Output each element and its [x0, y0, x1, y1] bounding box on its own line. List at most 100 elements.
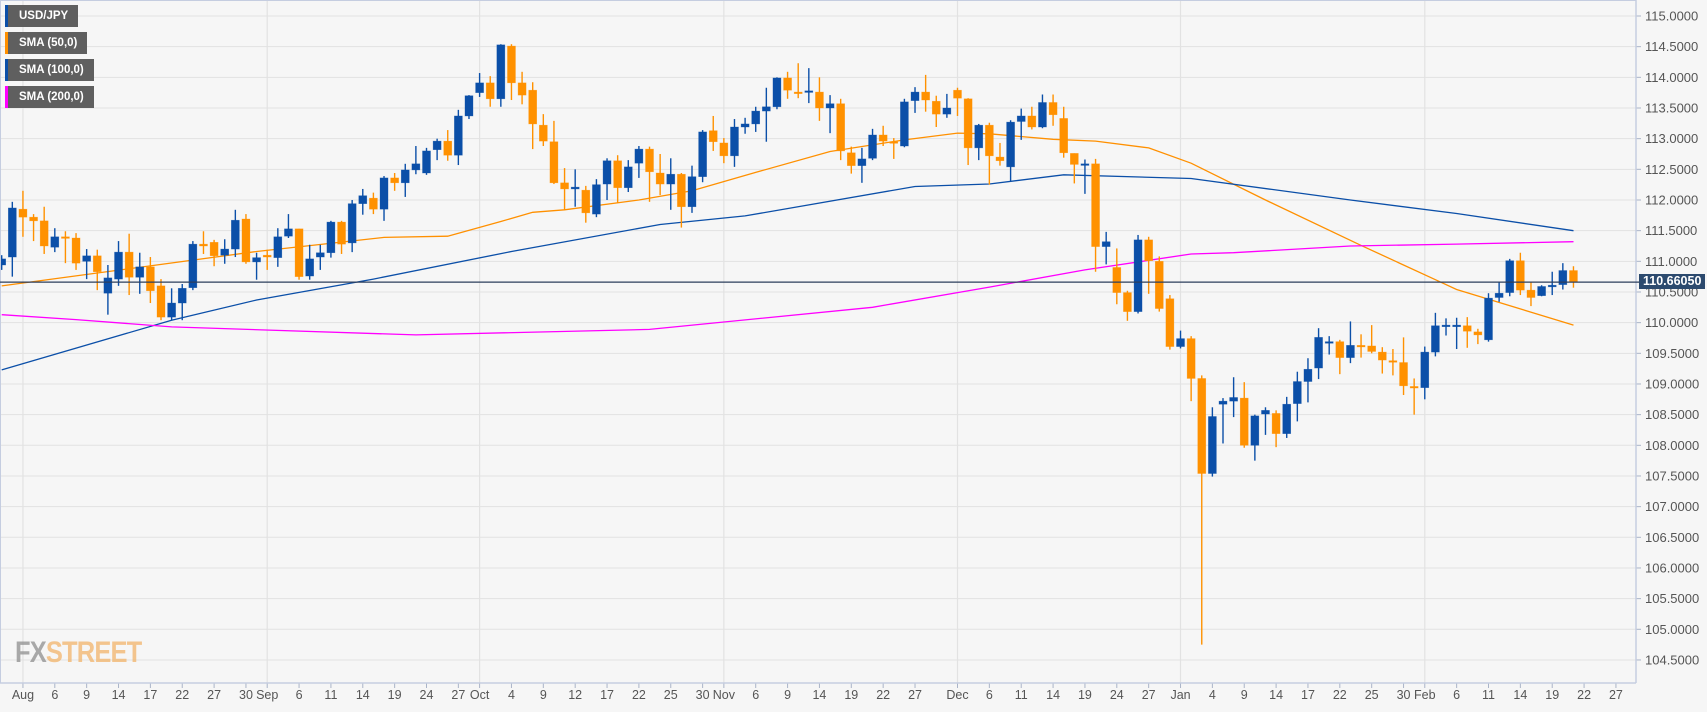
candle: [464, 95, 474, 120]
x-tick-label: 22: [876, 688, 890, 702]
candle-body: [1462, 325, 1472, 332]
candle: [231, 209, 240, 258]
candle-body: [220, 248, 230, 256]
candle-body: [953, 89, 962, 99]
candle-body: [921, 91, 930, 101]
candle: [475, 73, 484, 97]
x-tick-label: 11: [1482, 688, 1495, 702]
candle: [1367, 325, 1376, 354]
candle: [1250, 414, 1260, 461]
candle-body: [698, 131, 707, 177]
x-tick-label: 14: [112, 688, 126, 702]
x-tick-label: 4: [508, 688, 515, 702]
candle: [1123, 290, 1132, 321]
candle-body: [793, 91, 803, 94]
x-tick-label: 30: [1397, 688, 1411, 702]
candle-body: [29, 216, 38, 222]
y-tick-label: 107.0000: [1645, 499, 1699, 514]
candle-body: [305, 258, 314, 277]
candle: [135, 252, 145, 294]
candle-body: [1027, 115, 1037, 128]
x-tick-label: 25: [664, 688, 678, 702]
candle-body: [1144, 239, 1153, 262]
candle-body: [1335, 341, 1345, 358]
candle: [1494, 282, 1504, 302]
candle-body: [857, 158, 867, 166]
candle: [1186, 336, 1196, 402]
candle-body: [868, 134, 877, 159]
candle: [1484, 293, 1493, 342]
candle-body: [39, 220, 49, 247]
candle: [39, 206, 49, 254]
candle: [390, 173, 399, 191]
candle-body: [464, 95, 474, 117]
candle: [846, 146, 856, 174]
legend-item-sma100[interactable]: SMA (100,0): [5, 59, 94, 81]
candle: [379, 176, 389, 221]
x-tick-label: 6: [1453, 688, 1460, 702]
candle: [284, 214, 293, 239]
candle-body: [454, 115, 463, 156]
candle-body: [613, 160, 622, 189]
candle: [645, 146, 654, 202]
candle-body: [379, 177, 389, 210]
candle: [1346, 321, 1355, 364]
candle: [1112, 248, 1122, 305]
candle-body: [783, 77, 792, 91]
candle: [942, 93, 952, 118]
candle: [82, 249, 91, 280]
candle-body: [900, 101, 909, 147]
candle-body: [0, 258, 7, 266]
candle: [1547, 271, 1557, 296]
candle: [0, 255, 7, 270]
candle-body: [1547, 284, 1557, 288]
current-price-label: 110.66050: [1639, 274, 1706, 290]
candle-body: [507, 45, 516, 84]
candle: [581, 185, 591, 223]
candle: [793, 63, 803, 99]
candle-body: [390, 177, 399, 184]
y-tick-label: 104.5000: [1645, 652, 1699, 667]
candle: [507, 44, 516, 101]
logo-part-fx: FX: [15, 636, 47, 669]
candle-body: [1431, 325, 1440, 353]
candle-body: [1516, 260, 1525, 291]
candle-body: [358, 195, 368, 204]
x-tick-label: 14: [356, 688, 370, 702]
y-tick-label: 110.0000: [1645, 315, 1698, 330]
candle: [1038, 94, 1047, 129]
candle: [1324, 336, 1334, 355]
y-tick-label: 114.0000: [1645, 70, 1698, 85]
legend-item-sma200[interactable]: SMA (200,0): [5, 86, 94, 108]
candle-body: [1505, 260, 1515, 293]
candle-body: [1409, 386, 1419, 389]
candle: [61, 231, 70, 264]
candle: [1080, 159, 1090, 194]
candle-body: [284, 228, 293, 237]
candle-body: [942, 107, 952, 115]
candle-body: [570, 186, 580, 190]
candle: [1027, 106, 1037, 130]
candle-body: [347, 203, 357, 244]
candle: [751, 106, 761, 132]
candle-body: [1208, 416, 1217, 474]
candle: [1006, 120, 1015, 182]
x-tick-label: 27: [1609, 688, 1623, 702]
x-tick-label: 22: [1333, 688, 1347, 702]
candle-body: [581, 189, 591, 214]
x-tick-label: 25: [1365, 688, 1379, 702]
candle: [900, 98, 909, 148]
candle-body: [762, 106, 771, 112]
candle: [1314, 328, 1323, 380]
candle-body: [199, 243, 208, 247]
candle: [1335, 339, 1345, 375]
candle: [124, 233, 134, 296]
x-tick-label: 17: [600, 688, 614, 702]
candle-body: [846, 152, 856, 166]
candle: [167, 288, 176, 321]
legend-item-sma50[interactable]: SMA (50,0): [5, 32, 88, 54]
candle-body: [475, 82, 484, 93]
y-tick-label: 109.5000: [1645, 346, 1699, 361]
candle-body: [1399, 362, 1408, 387]
legend-item-usdjpy[interactable]: USD/JPY: [5, 5, 79, 27]
